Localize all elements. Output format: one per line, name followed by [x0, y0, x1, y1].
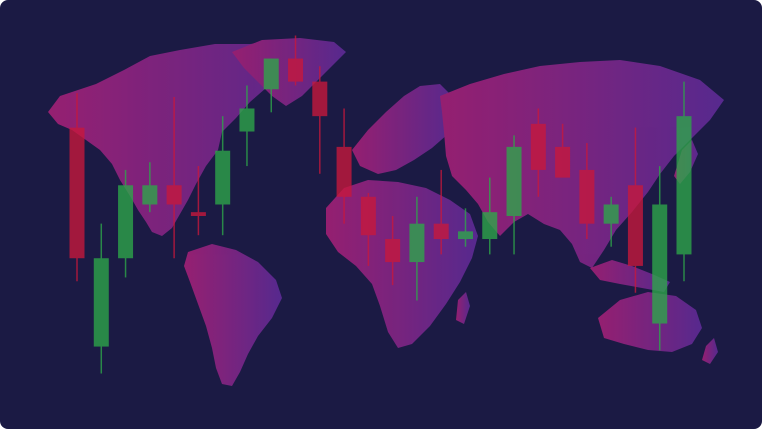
- bearish-candle-body: [288, 58, 304, 82]
- bearish-candle-body: [190, 212, 206, 216]
- bullish-candle-body: [652, 204, 668, 324]
- candle-26: [676, 81, 692, 282]
- bearish-candle-body: [530, 123, 546, 170]
- candle-20: [530, 108, 546, 197]
- bullish-candle-body: [93, 258, 109, 347]
- bearish-candle-body: [555, 146, 571, 178]
- candle-18: [482, 177, 498, 255]
- europe-shape: [352, 84, 456, 174]
- candle-2: [93, 223, 109, 374]
- southeast-asia-shape: [590, 260, 670, 292]
- candle-7: [215, 116, 231, 236]
- bullish-candle-body: [409, 223, 425, 263]
- bearish-candle-body: [336, 146, 352, 197]
- candle-8: [239, 85, 255, 167]
- new-zealand-shape: [702, 338, 718, 364]
- candle-13: [360, 192, 376, 266]
- candle-11: [312, 66, 328, 174]
- bullish-candle-body: [506, 146, 522, 216]
- australia-shape: [598, 292, 702, 352]
- candle-15: [409, 196, 425, 301]
- candle-22: [579, 143, 595, 240]
- candle-25: [652, 166, 668, 351]
- candle-3: [118, 169, 134, 278]
- candle-24: [627, 127, 643, 293]
- candle-5: [166, 96, 182, 259]
- bullish-candle-body: [457, 231, 473, 240]
- bearish-candle-body: [69, 127, 85, 259]
- candle-16: [433, 169, 449, 255]
- bearish-candle-body: [433, 223, 449, 240]
- bullish-candle-body: [239, 108, 255, 132]
- bearish-candle-body: [385, 239, 401, 263]
- candle-17: [457, 208, 473, 247]
- bullish-candle-body: [482, 212, 498, 240]
- north-america-shape: [48, 40, 320, 236]
- candle-21: [555, 123, 571, 178]
- candle-9: [263, 58, 279, 113]
- candle-14: [385, 216, 401, 286]
- candle-12: [336, 108, 352, 224]
- bearish-candle-body: [627, 185, 643, 266]
- bullish-candle-body: [603, 204, 619, 224]
- bearish-candle-body: [579, 169, 595, 224]
- south-america-shape: [184, 244, 282, 386]
- candle-19: [506, 135, 522, 255]
- bearish-candle-body: [312, 81, 328, 117]
- bullish-candle-body: [118, 185, 134, 259]
- bullish-candle-body: [215, 150, 231, 205]
- bullish-candle-body: [676, 116, 692, 255]
- candle-23: [603, 196, 619, 247]
- candle-1: [69, 93, 85, 282]
- bearish-candle-body: [360, 196, 376, 236]
- candle-10: [288, 35, 304, 86]
- candles-group: [69, 35, 692, 374]
- candle-4: [142, 162, 158, 213]
- madagascar-shape: [456, 292, 470, 324]
- bullish-candle-body: [142, 185, 158, 205]
- bullish-candle-body: [263, 58, 279, 90]
- candle-6: [190, 166, 206, 236]
- bearish-candle-body: [166, 185, 182, 205]
